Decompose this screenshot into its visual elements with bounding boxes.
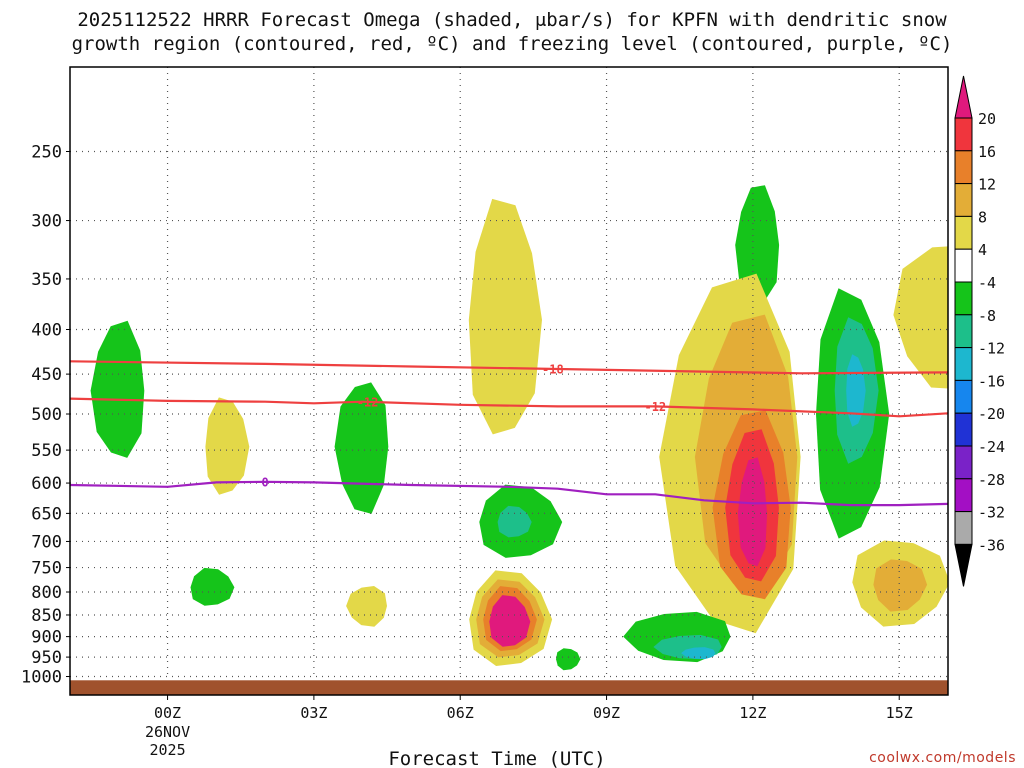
x-tick-label: 06Z: [447, 704, 474, 722]
colorbar-label: -32: [978, 504, 1005, 522]
x-tick-label: 12Z: [739, 704, 766, 722]
colorbar-bin: [954, 511, 973, 545]
colorbar-top-arrow: [954, 75, 973, 119]
y-tick-label: 1000: [21, 668, 62, 688]
yellow-left: [205, 397, 250, 495]
green-small-low: [556, 648, 581, 671]
gold-right-low: [873, 559, 928, 612]
x-tick-label: 00Z: [154, 704, 181, 722]
y-tick-label: 350: [31, 270, 62, 290]
plot-frame: [69, 66, 949, 696]
colorbar-bin: [954, 412, 973, 447]
freezing-level-line: [70, 480, 948, 507]
colorbar-label: 8: [978, 208, 987, 226]
x-tick-label: 09Z: [593, 704, 620, 722]
yellow-upper: [468, 198, 542, 435]
yellow-mid-low: [346, 586, 387, 627]
colorbar-label: -36: [978, 536, 1005, 554]
colorbar-bottom-arrow: [954, 543, 973, 587]
colorbar-bin: [954, 478, 973, 513]
y-tick-label: 550: [31, 441, 62, 461]
y-tick-label: 400: [31, 321, 62, 341]
x-axis-title: Forecast Time (UTC): [388, 748, 605, 768]
dgz-bottom-label: -12: [357, 395, 379, 409]
x-date-label: 26NOV: [145, 723, 190, 741]
plot-layer: -18 -12 -12 0: [70, 67, 948, 695]
colorbar-label: -16: [978, 372, 1005, 390]
y-tick-label: 750: [31, 559, 62, 579]
y-tick-label: 600: [31, 474, 62, 494]
colorbar-bin: [954, 347, 973, 381]
colorbar-label: 4: [978, 241, 987, 259]
x-tick-label: 15Z: [886, 704, 913, 722]
colorbar-label: -12: [978, 340, 1005, 358]
y-tick-label: 700: [31, 532, 62, 552]
chart-title-line-1: 2025112522 HRRR Forecast Omega (shaded, …: [77, 9, 947, 31]
x-tick-label: 03Z: [300, 704, 327, 722]
dgz-bottom-2-label: -12: [644, 400, 666, 414]
green-upper-right: [735, 185, 780, 302]
chart-title-line-2: growth region (contoured, red, ºC) and f…: [71, 33, 953, 55]
ground-strip: [70, 680, 948, 695]
colorbar-bin: [954, 248, 973, 283]
y-tick-label: 950: [31, 648, 62, 668]
colorbar-label: -28: [978, 471, 1005, 489]
colorbar-label: -20: [978, 405, 1005, 423]
x-date-label: 2025: [149, 741, 185, 759]
colorbar-bin: [954, 150, 973, 185]
colorbar-bin: [954, 215, 973, 250]
yellow-far-right: [893, 246, 948, 389]
dgz-bottom-line: [70, 397, 948, 418]
colorbar-bin: [954, 117, 973, 152]
colorbar-bin: [954, 379, 973, 414]
colorbar-label: 20: [978, 110, 996, 128]
colorbar-bin: [954, 314, 973, 349]
colorbar-label: 12: [978, 176, 996, 194]
magenta-low-center: [489, 595, 531, 647]
y-tick-label: 650: [31, 504, 62, 524]
y-tick-label: 450: [31, 365, 62, 385]
green-left-upper: [90, 320, 145, 458]
colorbar-bin: [954, 183, 973, 217]
y-tick-label: 300: [31, 212, 62, 232]
y-tick-label: 850: [31, 606, 62, 626]
y-tick-label: 900: [31, 628, 62, 648]
y-tick-label: 250: [31, 143, 62, 163]
cyan-low-center: [681, 647, 716, 660]
dgz-top-label: -18: [542, 362, 564, 376]
colorbar-label: -24: [978, 438, 1005, 456]
colorbar-bin: [954, 281, 973, 316]
green-left-lower: [190, 567, 235, 606]
dgz-top-line: [70, 360, 948, 375]
colorbar-label: -8: [978, 307, 996, 325]
freezing-level-label: 0: [261, 475, 268, 489]
teal-center: [497, 505, 532, 538]
colorbar-label: -4: [978, 274, 996, 292]
y-tick-label: 800: [31, 583, 62, 603]
y-tick-label: 500: [31, 405, 62, 425]
colorbar-bin: [954, 445, 973, 480]
green-mid: [334, 382, 389, 514]
watermark: coolwx.com/models: [869, 750, 1016, 766]
colorbar-label: 16: [978, 143, 996, 161]
